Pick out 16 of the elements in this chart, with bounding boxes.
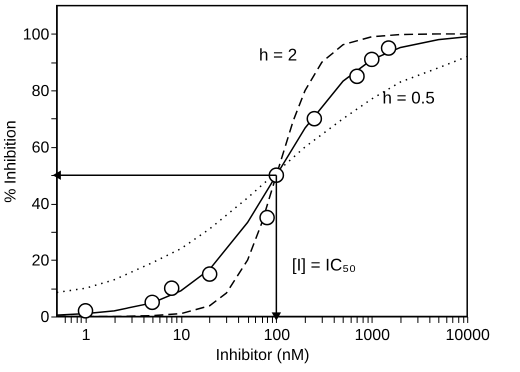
y-tick-label: 20 xyxy=(32,252,50,270)
annotation: h = 2 xyxy=(259,45,298,64)
y-tick-label: 60 xyxy=(32,139,50,156)
x-axis-title: Inhibitor (nM) xyxy=(216,346,310,364)
annotation: h = 0.5 xyxy=(382,88,435,108)
y-tick-label: 100 xyxy=(22,26,50,44)
y-tick-label: 80 xyxy=(32,82,50,100)
y-tick-label: 0 xyxy=(40,308,50,326)
annotation: [I] = IC₅₀ xyxy=(292,256,356,275)
x-tick-label: 10000 xyxy=(446,326,490,344)
y-tick-label: 40 xyxy=(32,196,50,213)
y-axis-title: % Inhibition xyxy=(2,120,20,203)
x-tick-label: 1000 xyxy=(354,326,390,344)
x-tick-label: 10 xyxy=(172,326,190,344)
x-tick-label: 1 xyxy=(82,326,91,344)
x-tick-label: 100 xyxy=(264,326,290,344)
